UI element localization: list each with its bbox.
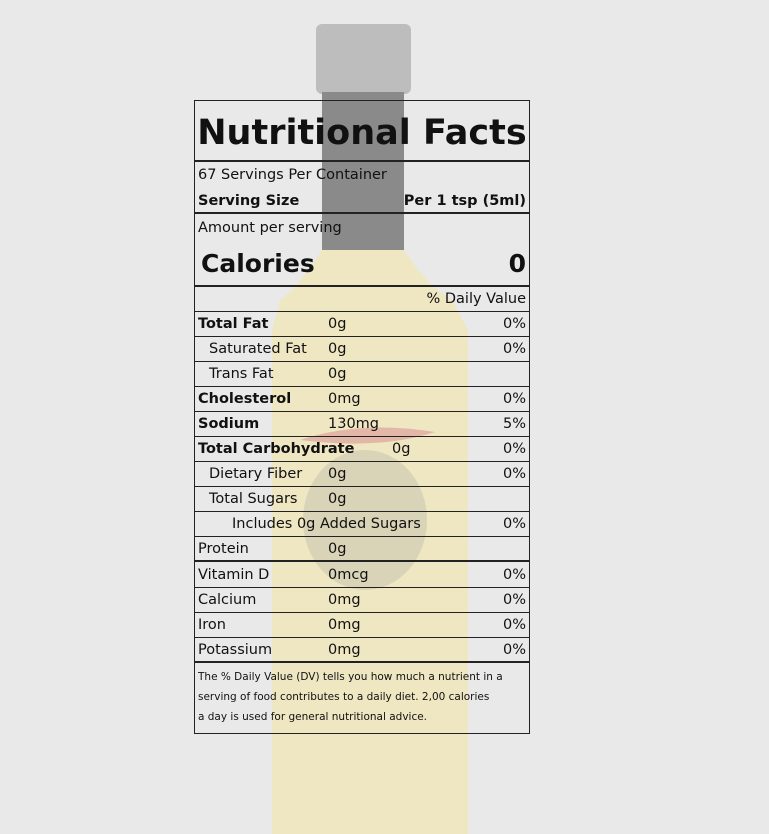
calories-label: Calories	[201, 249, 315, 278]
nutrient-row: Total Sugars 0g	[195, 487, 529, 512]
nutrient-amount: 0mg	[328, 391, 361, 407]
nutrient-row: Sodium 130mg 5%	[195, 412, 529, 437]
calories-row: Calories 0	[195, 242, 529, 287]
nutrient-dv: 0%	[502, 592, 526, 608]
dv-header-row: % Daily Value	[195, 287, 529, 312]
nutrition-label: Nutritional Facts 67 Servings Per Contai…	[194, 100, 530, 734]
nutrient-dv: 0%	[502, 617, 526, 633]
nutrient-amount: 130mg	[328, 416, 380, 432]
title: Nutritional Facts	[195, 105, 529, 162]
nutrient-amount: 0g	[392, 441, 411, 457]
nutrient-amount: 0g	[328, 466, 347, 482]
nutrient-row: Total Carbohydrate 0g 0%	[195, 437, 529, 462]
nutrient-name: Calcium	[198, 592, 257, 608]
nutrient-amount: 0g	[328, 366, 347, 382]
bottle-logo	[303, 450, 427, 590]
nutrient-amount: 0g	[328, 541, 347, 557]
serving-size-row: Serving Size Per 1 tsp (5ml)	[195, 189, 529, 214]
nutrient-amount: 0mg	[328, 617, 361, 633]
nutrient-name: Total Carbohydrate	[198, 441, 355, 457]
amount-row: Amount per serving	[195, 216, 529, 242]
nutrient-row: Potassium 0mg 0%	[195, 638, 529, 663]
nutrient-row: Total Fat 0g 0%	[195, 312, 529, 337]
nutrient-dv: 0%	[502, 466, 526, 482]
footnote-line: a day is used for general nutritional ad…	[198, 711, 428, 723]
nutrient-amount: 0mcg	[328, 567, 369, 583]
nutrient-name: Sodium	[198, 416, 260, 432]
nutrient-row: Trans Fat 0g	[195, 362, 529, 387]
nutrient-dv: 0%	[502, 316, 526, 332]
nutrient-amount: 0mg	[328, 642, 361, 658]
nutrient-name: Includes 0g Added Sugars	[232, 516, 421, 532]
footnote-line: The % Daily Value (DV) tells you how muc…	[198, 671, 503, 683]
nutrient-name: Total Fat	[198, 316, 269, 332]
amount-per-serving: Amount per serving	[198, 220, 342, 236]
nutrient-row: Includes 0g Added Sugars 0%	[195, 512, 529, 537]
nutrient-dv: 0%	[502, 567, 526, 583]
nutrient-row: Dietary Fiber 0g 0%	[195, 462, 529, 487]
bottle-cap	[316, 24, 411, 94]
nutrient-amount: 0g	[328, 316, 347, 332]
nutrient-amount: 0mg	[328, 592, 361, 608]
nutrient-dv: 0%	[502, 341, 526, 357]
nutrient-name: Dietary Fiber	[209, 466, 303, 482]
serving-size-value: Per 1 tsp (5ml)	[403, 193, 526, 209]
bottle-neck	[322, 92, 404, 252]
bottle-pepper	[300, 427, 435, 444]
nutrient-dv: 0%	[502, 441, 526, 457]
nutrient-amount: 0g	[328, 341, 347, 357]
nutrient-row: Protein 0g	[195, 537, 529, 562]
nutrient-dv: 0%	[502, 391, 526, 407]
footnote-line: serving of food contributes to a daily d…	[198, 691, 490, 703]
nutrient-name: Vitamin D	[198, 567, 270, 583]
nutrient-row: Vitamin D 0mcg 0%	[195, 563, 529, 588]
nutrient-dv: 0%	[502, 642, 526, 658]
nutrient-name: Potassium	[198, 642, 273, 658]
nutrient-name: Iron	[198, 617, 226, 633]
footnote: The % Daily Value (DV) tells you how muc…	[198, 667, 527, 727]
nutrient-name: Total Sugars	[209, 491, 298, 507]
serving-size-label: Serving Size	[198, 193, 300, 209]
nutrient-dv: 0%	[502, 516, 526, 532]
nutrient-name: Protein	[198, 541, 249, 557]
dv-header: % Daily Value	[426, 291, 526, 307]
nutrient-row: Iron 0mg 0%	[195, 613, 529, 638]
nutrient-name: Saturated Fat	[209, 341, 307, 357]
nutrient-dv: 5%	[502, 416, 526, 432]
nutrient-name: Cholesterol	[198, 391, 292, 407]
nutrient-name: Trans Fat	[209, 366, 274, 382]
nutrient-amount: 0g	[328, 491, 347, 507]
servings-row: 67 Servings Per Container	[195, 163, 529, 189]
servings: 67 Servings Per Container	[198, 167, 387, 183]
nutrient-row: Calcium 0mg 0%	[195, 588, 529, 613]
nutrient-row: Saturated Fat 0g 0%	[195, 337, 529, 362]
nutrient-row: Cholesterol 0mg 0%	[195, 387, 529, 412]
calories-value: 0	[508, 249, 526, 278]
